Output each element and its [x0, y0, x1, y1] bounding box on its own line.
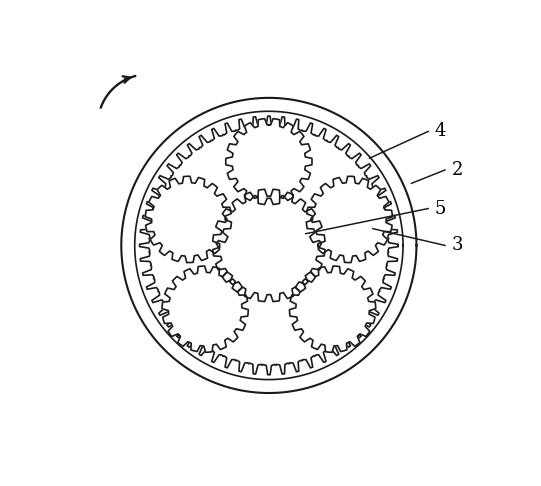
Polygon shape: [140, 116, 398, 375]
Polygon shape: [146, 176, 232, 262]
Polygon shape: [306, 176, 392, 262]
Polygon shape: [289, 266, 376, 352]
Circle shape: [150, 127, 387, 364]
Circle shape: [121, 98, 417, 393]
Text: 4: 4: [435, 122, 446, 140]
Text: 5: 5: [435, 200, 446, 218]
Polygon shape: [213, 189, 325, 302]
Polygon shape: [226, 119, 312, 205]
Text: 3: 3: [452, 236, 463, 255]
Polygon shape: [162, 266, 248, 352]
Text: 2: 2: [452, 161, 463, 179]
